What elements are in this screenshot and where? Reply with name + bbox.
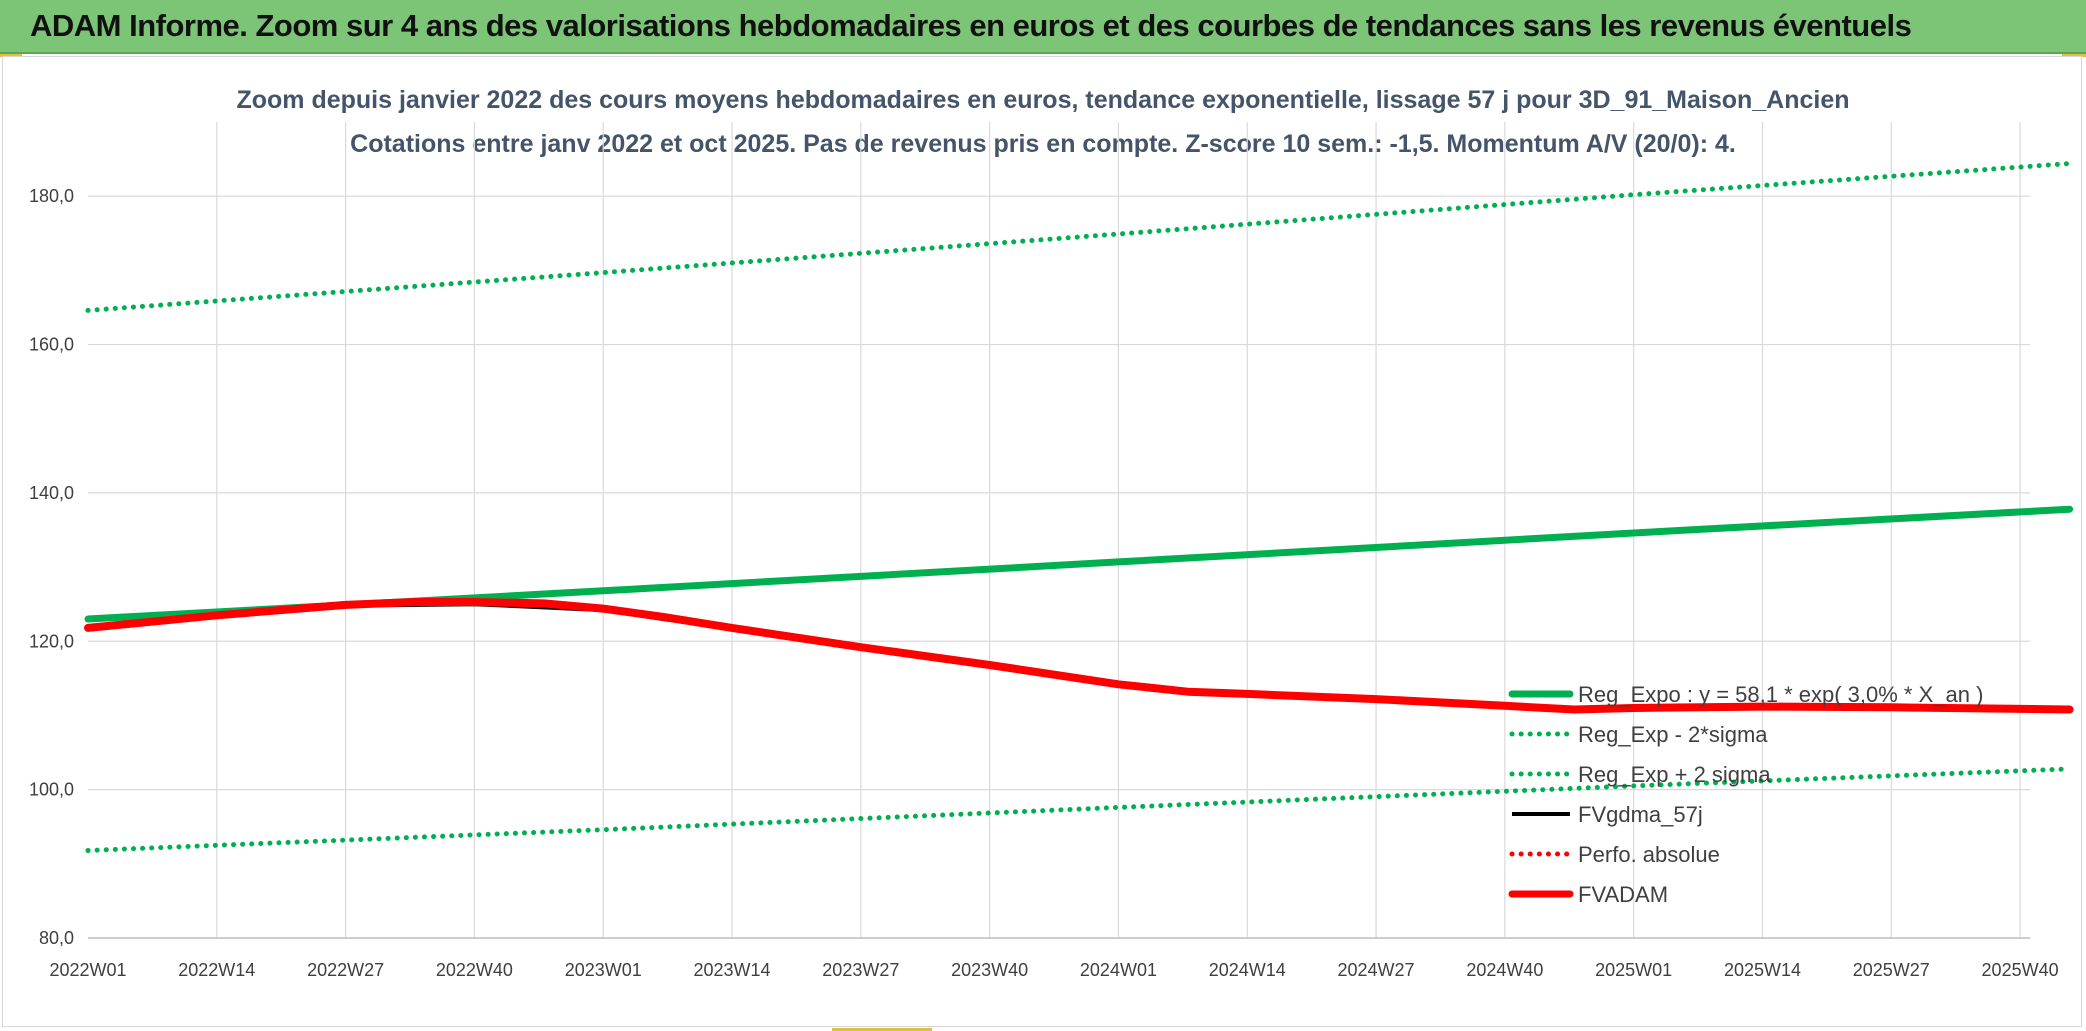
x-tick-label: 2022W40 [436, 960, 513, 980]
legend-label: Reg_Exp - 2*sigma [1578, 722, 1768, 747]
x-tick-label: 2024W01 [1080, 960, 1157, 980]
series-line-1 [85, 161, 2073, 313]
legend-label: Perfo. absolue [1578, 842, 1720, 867]
x-tick-label: 2025W14 [1724, 960, 1801, 980]
accent-bar-left [0, 54, 22, 57]
x-tick-label: 2022W27 [307, 960, 384, 980]
legend-label: FVgdma_57j [1578, 802, 1703, 827]
x-tick-label: 2024W14 [1209, 960, 1286, 980]
legend-label: Reg_Exp + 2 sigma [1578, 762, 1771, 787]
x-tick-label: 2025W27 [1853, 960, 1930, 980]
series-line-2 [85, 766, 2073, 853]
x-tick-label: 2023W40 [951, 960, 1028, 980]
chart-frame [2, 56, 2082, 1027]
x-tick-label: 2024W27 [1338, 960, 1415, 980]
chart-title: Zoom depuis janvier 2022 des cours moyen… [236, 86, 1849, 114]
x-tick-label: 2022W01 [49, 960, 126, 980]
series-line-5 [84, 598, 2074, 714]
x-tick-label: 2025W40 [1982, 960, 2059, 980]
y-tick-label: 100,0 [29, 780, 74, 800]
axis-ticks: 80,0 100,0 120,0 140,0 160,0 180,0 2022W01 2022… [29, 186, 2059, 980]
report-header: ADAM Informe. Zoom sur 4 ans des valoris… [0, 0, 2086, 54]
series-lines [84, 161, 2074, 853]
accent-bar-bottom [832, 1028, 932, 1031]
grid-lines [88, 122, 2030, 939]
y-tick-label: 160,0 [29, 335, 74, 355]
chart-subtitle: Cotations entre janv 2022 et oct 2025. P… [350, 130, 1736, 158]
legend-label: FVADAM [1578, 882, 1668, 907]
x-tick-label: 2022W14 [178, 960, 255, 980]
x-tick-label: 2023W01 [565, 960, 642, 980]
accent-bar-right [2062, 54, 2086, 57]
y-tick-label: 180,0 [29, 186, 74, 206]
x-tick-label: 2025W01 [1595, 960, 1672, 980]
y-tick-label: 140,0 [29, 483, 74, 503]
y-tick-label: 120,0 [29, 631, 74, 651]
legend-label: Reg_Expo : y = 58,1 * exp( 3,0% * X_an ) [1578, 682, 1983, 707]
legend: Reg_Expo : y = 58,1 * exp( 3,0% * X_an )… [1508, 682, 1983, 907]
x-tick-label: 2023W14 [693, 960, 770, 980]
x-tick-label: 2024W40 [1466, 960, 1543, 980]
x-tick-label: 2023W27 [822, 960, 899, 980]
report-title: ADAM Informe. Zoom sur 4 ans des valoris… [30, 8, 1912, 43]
y-tick-label: 80,0 [39, 928, 74, 948]
